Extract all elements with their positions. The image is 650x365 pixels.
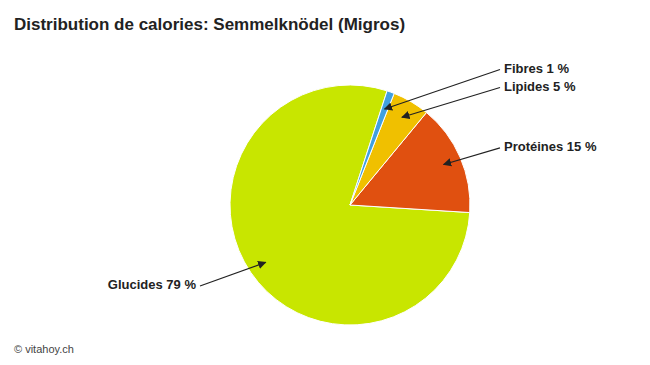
watermark: © vitahoy.ch [14, 343, 74, 355]
slice-label: Protéines 15 % [504, 139, 597, 154]
slices [230, 85, 470, 325]
pie-slice [230, 85, 470, 325]
title: Distribution de calories: Semmelknödel (… [14, 15, 405, 34]
slice-labels: Glucides 79 % Protéines 15 % Lipides 5 % Fi… [108, 61, 597, 292]
slice-label: Fibres 1 % [504, 61, 569, 76]
pie-slice [350, 93, 426, 205]
label-arrow [444, 148, 500, 165]
slice-label: Lipides 5 % [504, 79, 576, 94]
chart-container: Distribution de calories: Semmelknödel (… [0, 0, 650, 365]
slice-label: Glucides 79 % [108, 277, 197, 292]
chart-svg: Distribution de calories: Semmelknödel (… [0, 0, 650, 365]
label-arrow [385, 70, 500, 110]
label-arrow [402, 88, 500, 118]
label-arrow [200, 262, 266, 286]
